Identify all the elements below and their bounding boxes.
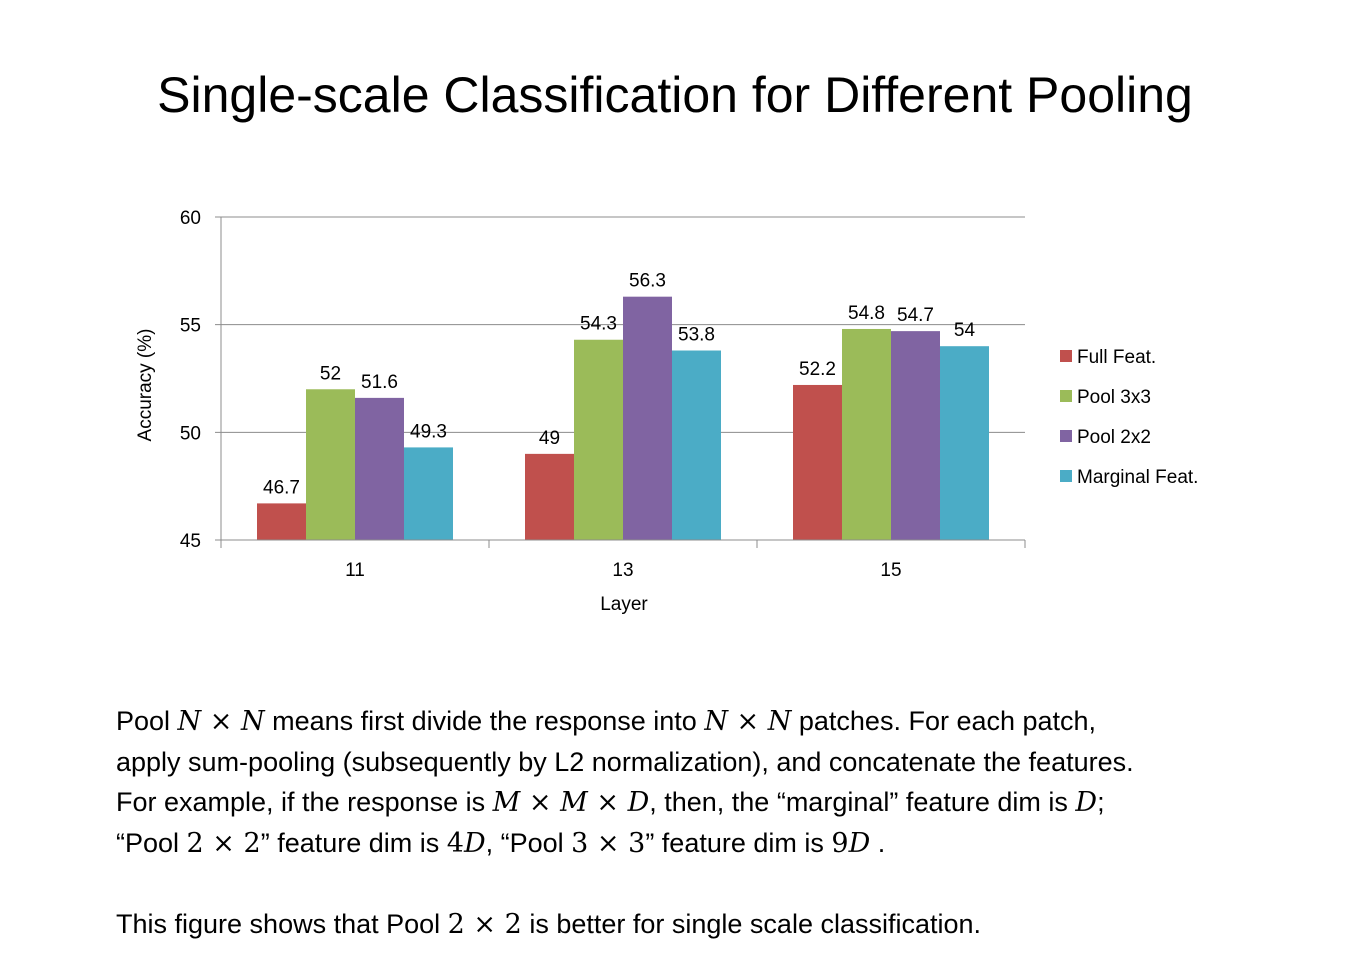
- bar: [355, 397, 404, 540]
- data-label: 52: [320, 363, 341, 384]
- bar: [525, 453, 574, 540]
- data-label: 54.7: [897, 305, 934, 326]
- data-label: 53.8: [678, 325, 715, 346]
- x-tick-label: 13: [612, 560, 633, 581]
- bar: [842, 328, 891, 540]
- bar: [623, 296, 672, 540]
- legend-swatch: [1060, 470, 1072, 482]
- data-label: 54.3: [580, 314, 617, 335]
- data-label: 54.8: [848, 303, 885, 324]
- y-tick-label: 50: [180, 423, 201, 444]
- bar: [257, 503, 306, 540]
- tick-labels: 45 50 55 60 11 13 15: [180, 208, 902, 581]
- description-line-2: apply sum-pooling (subsequently by L2 no…: [116, 747, 1134, 777]
- data-label: 52.2: [799, 359, 836, 380]
- legend-label: Pool 3x3: [1077, 387, 1151, 408]
- bar: [672, 350, 721, 540]
- bar: [404, 447, 453, 540]
- bar: [574, 339, 623, 540]
- conclusion-line: This figure shows that Pool 2 × 2 is bet…: [116, 909, 982, 940]
- legend-label: Pool 2x2: [1077, 427, 1151, 448]
- legend-label: Full Feat.: [1077, 347, 1156, 368]
- legend-swatch: [1060, 430, 1072, 442]
- bar: [793, 384, 842, 540]
- legend-swatch: [1060, 390, 1072, 402]
- x-tick-label: 15: [880, 560, 901, 581]
- x-axis-label: Layer: [600, 594, 648, 615]
- description-line-1: Pool N × N means first divide the respon…: [116, 706, 1097, 737]
- legend-label: Marginal Feat.: [1077, 467, 1198, 488]
- bars: [257, 296, 989, 540]
- data-label: 51.6: [361, 372, 398, 393]
- data-label: 54: [954, 320, 976, 341]
- y-tick-label: 60: [180, 208, 201, 229]
- data-label: 49.3: [410, 421, 447, 442]
- x-tick-label: 11: [345, 560, 365, 581]
- data-label: 49: [539, 428, 560, 449]
- data-label: 56.3: [629, 271, 666, 292]
- bar: [306, 389, 355, 540]
- y-axis-label: Accuracy (%): [135, 329, 156, 442]
- y-tick-label: 45: [180, 531, 201, 552]
- legend-swatch: [1060, 350, 1072, 362]
- data-labels: 46.7 52 51.6 49.3 49 54.3 56.3 53.8 52.2 54.8 54.7…: [263, 271, 975, 499]
- bar-chart: 45 50 55 60 11 13 15 46.7 52 51.6 49.3 49 54.3 56.3 5…: [135, 208, 1198, 615]
- bar: [940, 346, 989, 540]
- y-tick-label: 55: [180, 316, 201, 337]
- description-line-3: For example, if the response is M × M × …: [116, 787, 1105, 818]
- legend: Full Feat. Pool 3x3 Pool 2x2 Marginal Feat.: [1060, 347, 1198, 488]
- slide-title: Single-scale Classification for Differen…: [157, 67, 1193, 123]
- description-line-4: “Pool 2 × 2” feature dim is 4D, “Pool 3 …: [116, 828, 886, 859]
- data-label: 46.7: [263, 477, 300, 498]
- bar: [891, 331, 940, 540]
- description: Pool N × N means first divide the respon…: [116, 701, 1316, 945]
- axes: [220, 217, 1026, 548]
